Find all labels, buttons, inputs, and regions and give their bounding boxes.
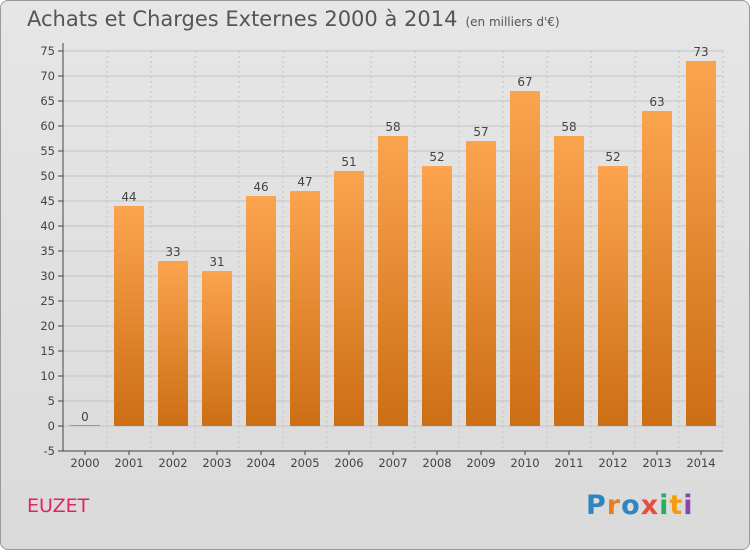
bar-2010 (510, 91, 540, 426)
bar-2006 (334, 171, 364, 426)
data-label-2009: 57 (473, 125, 488, 139)
x-tick-label: 2013 (642, 456, 671, 470)
logo-letter: o (621, 490, 641, 521)
y-tick-label: 75 (40, 44, 55, 58)
x-tick-label: 2006 (334, 456, 363, 470)
data-label-2010: 67 (517, 75, 532, 89)
y-tick-label: 30 (40, 269, 55, 283)
proxiti-logo: Proxiti (586, 490, 694, 521)
y-tick-label: 15 (40, 344, 55, 358)
data-label-2007: 58 (385, 120, 400, 134)
x-tick-label: 2003 (202, 456, 231, 470)
data-label-2001: 44 (121, 190, 136, 204)
bar-2003 (202, 271, 232, 426)
bar-2013 (642, 111, 672, 426)
x-tick-label: 2001 (114, 456, 143, 470)
data-label-2006: 51 (341, 155, 356, 169)
chart-title-text: Achats et Charges Externes 2000 à 2014 (27, 7, 458, 31)
bar-2005 (290, 191, 320, 426)
data-label-2012: 52 (605, 150, 620, 164)
y-tick-label: 65 (40, 94, 55, 108)
x-tick-label: 2004 (246, 456, 275, 470)
bar-2000 (70, 425, 100, 426)
x-tick-label: 2012 (598, 456, 627, 470)
x-tick-label: 2008 (422, 456, 451, 470)
x-tick-label: 2014 (686, 456, 715, 470)
data-label-2003: 31 (209, 255, 224, 269)
data-label-2002: 33 (165, 245, 180, 259)
data-label-2011: 58 (561, 120, 576, 134)
bar-2008 (422, 166, 452, 426)
x-tick-label: 2002 (158, 456, 187, 470)
y-tick-label: 70 (40, 69, 55, 83)
bar-2009 (466, 141, 496, 426)
x-tick-label: 2009 (466, 456, 495, 470)
y-tick-label: 5 (48, 394, 55, 408)
x-tick-label: 2005 (290, 456, 319, 470)
commune-name: EUZET (27, 495, 90, 517)
bar-2001 (114, 206, 144, 426)
y-tick-label: 10 (40, 369, 55, 383)
y-tick-label: 20 (40, 319, 55, 333)
data-label-2008: 52 (429, 150, 444, 164)
y-tick-label: 45 (40, 194, 55, 208)
data-labels: 0 44 33 31 46 47 51 58 52 57 67 58 52 63 73 (81, 45, 708, 424)
x-tick-label: 2010 (510, 456, 539, 470)
data-label-2013: 63 (649, 95, 664, 109)
x-tick-label: 2011 (554, 456, 583, 470)
y-tick-label: -5 (44, 444, 55, 458)
logo-letter: x (640, 490, 660, 521)
bar-2007 (378, 136, 408, 426)
y-tick-label: 50 (40, 169, 55, 183)
data-label-2005: 47 (297, 175, 312, 189)
bar-2011 (554, 136, 584, 426)
y-tick-label: 0 (48, 419, 55, 433)
chart-subtitle: (en milliers d'€) (465, 15, 560, 29)
y-tick-label: 60 (40, 119, 55, 133)
bars (70, 61, 716, 426)
logo-letter: P (586, 490, 607, 521)
bar-2004 (246, 196, 276, 426)
y-tick-label: 35 (40, 244, 55, 258)
logo-letter: t (669, 490, 684, 521)
data-label-2000: 0 (81, 410, 89, 424)
data-label-2004: 46 (253, 180, 268, 194)
x-tick-label: 2007 (378, 456, 407, 470)
logo-letter: i (659, 490, 670, 521)
bar-2012 (598, 166, 628, 426)
bar-2014 (686, 61, 716, 426)
y-tick-label: 40 (40, 219, 55, 233)
bar-2002 (158, 261, 188, 426)
logo-letter: i (683, 490, 694, 521)
data-label-2014: 73 (693, 45, 708, 59)
logo-letter: r (606, 490, 622, 521)
y-tick-label: 55 (40, 144, 55, 158)
y-tick-label: 25 (40, 294, 55, 308)
chart-title: Achats et Charges Externes 2000 à 2014 (e… (27, 7, 560, 31)
x-tick-label: 2000 (70, 456, 99, 470)
